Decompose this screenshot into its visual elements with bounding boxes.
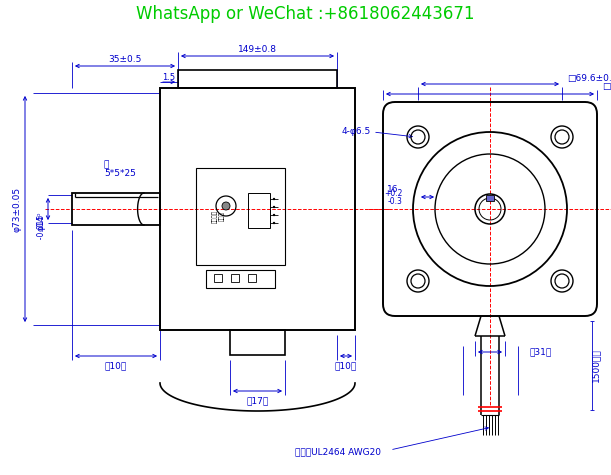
Bar [160,88,355,330]
Text: □69.6±0.2: □69.6±0.2 [567,74,611,83]
Text: -0.015: -0.015 [37,214,46,244]
Bar [248,193,270,228]
Circle shape [222,202,230,210]
Text: （10）: （10） [105,361,127,371]
Text: 4-φ6.5: 4-φ6.5 [342,127,371,136]
Text: -0.3: -0.3 [388,197,403,206]
Text: φ73±0.05: φ73±0.05 [13,186,22,232]
Text: +0.2: +0.2 [385,190,403,199]
Bar [206,270,275,288]
Bar [72,193,160,225]
Bar [196,168,285,265]
Circle shape [273,206,275,208]
Text: 149±0.8: 149±0.8 [238,46,277,55]
Text: 电缆线UL2464 AWG20: 电缆线UL2464 AWG20 [295,447,381,456]
Text: 1.5: 1.5 [163,73,175,82]
Circle shape [273,222,275,224]
Circle shape [407,270,429,292]
Bar [486,195,494,201]
Circle shape [273,198,275,200]
Text: 键: 键 [104,161,109,170]
Text: 1500以上: 1500以上 [591,349,601,382]
Text: 电机外部
接线图: 电机外部 接线图 [213,210,225,223]
Circle shape [407,126,429,148]
Bar [230,330,285,355]
Text: （10）: （10） [335,361,357,371]
Circle shape [273,214,275,216]
Text: 35±0.5: 35±0.5 [108,56,142,65]
Text: □86MAX.: □86MAX. [602,82,611,91]
Text: 16: 16 [387,184,398,193]
Bar [231,274,239,282]
Text: 5*5*25: 5*5*25 [104,170,136,179]
Circle shape [551,126,573,148]
Bar [178,70,337,88]
Bar [214,274,222,282]
Text: （17）: （17） [246,397,269,406]
Text: （31）: （31） [529,348,551,357]
Circle shape [551,270,573,292]
Bar [248,274,256,282]
Text: WhatsApp or WeChat :+8618062443671: WhatsApp or WeChat :+8618062443671 [136,5,474,23]
Text: φ14⁰: φ14⁰ [37,211,46,231]
